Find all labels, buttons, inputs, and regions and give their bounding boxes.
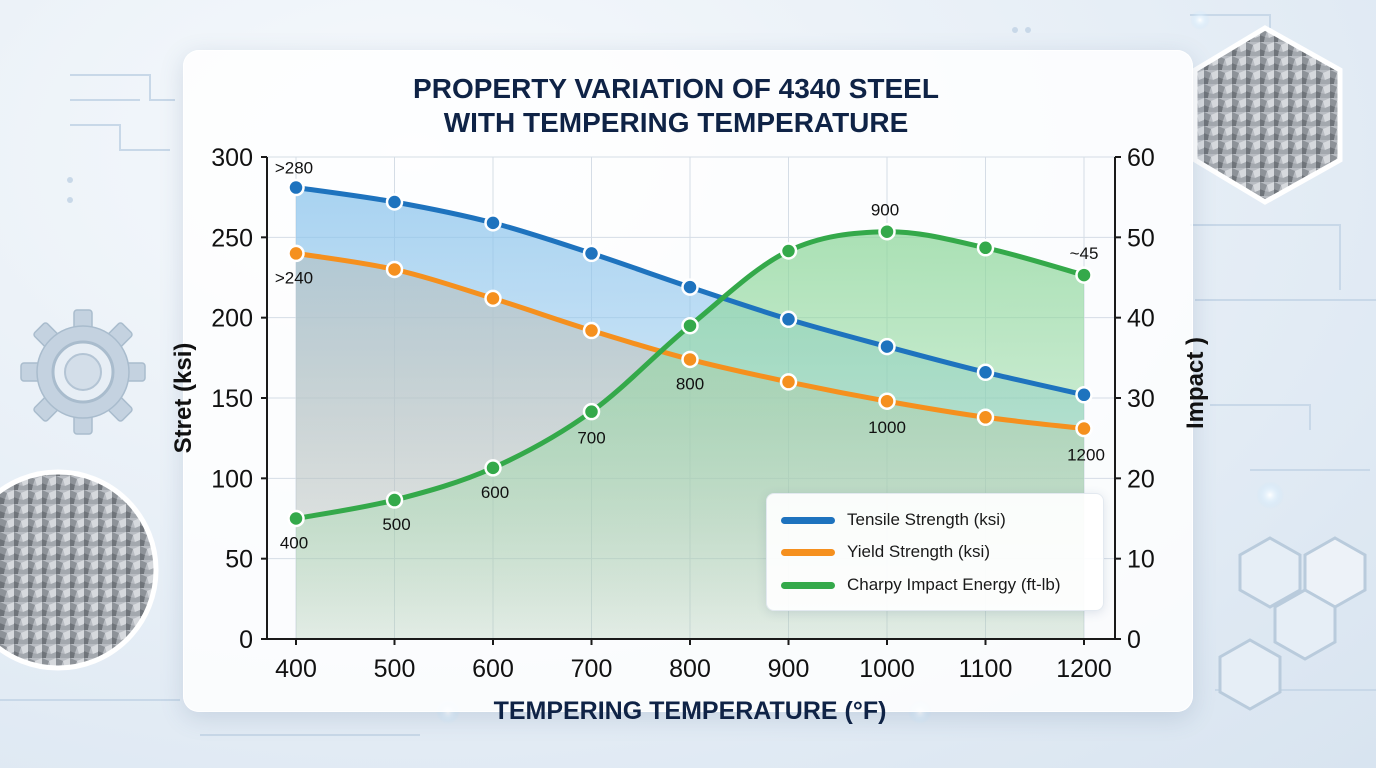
x-tick-label: 700 [571, 655, 613, 683]
data-label: >240 [275, 268, 313, 287]
y-tick-label-left: 50 [225, 546, 253, 574]
x-tick-label: 900 [768, 655, 810, 683]
microstructure-hexagon-image [1192, 25, 1343, 205]
data-point-series-0 [582, 244, 601, 263]
data-label: 700 [577, 429, 605, 448]
y-tick-label-left: 250 [211, 224, 253, 252]
data-label: 1000 [868, 418, 906, 437]
data-point-series-1 [582, 321, 601, 340]
data-point-series-2 [287, 509, 305, 528]
data-point-series-2 [582, 402, 601, 421]
data-point-series-1 [779, 373, 798, 391]
y-tick-label-right: 50 [1127, 224, 1155, 252]
data-point-series-1 [484, 289, 502, 308]
legend-label-charpy: Charpy Impact Energy (ft-lb) [847, 575, 1061, 594]
legend-swatch-yield [781, 548, 835, 556]
data-point-series-0 [779, 310, 798, 329]
data-point-series-0 [681, 278, 699, 296]
data-point-series-2 [878, 222, 896, 241]
data-label: 1200 [1067, 446, 1105, 465]
x-tick-label: 800 [669, 655, 711, 683]
data-label: 500 [382, 515, 410, 534]
y-tick-label-right: 40 [1127, 305, 1155, 333]
data-point-series-0 [287, 178, 305, 197]
x-tick-label: 400 [275, 655, 317, 683]
x-axis-title: TEMPERING TEMPERATURE (°F) [494, 697, 887, 725]
data-point-series-2 [484, 459, 502, 477]
data-label: ~45 [1070, 244, 1099, 263]
y-tick-label-right: 10 [1127, 546, 1155, 574]
y-tick-label-right: 20 [1127, 465, 1155, 493]
data-point-series-1 [878, 392, 896, 410]
data-point-series-2 [681, 316, 699, 335]
data-point-series-1 [1075, 419, 1093, 438]
x-tick-label: 1200 [1056, 655, 1112, 683]
legend-label-tensile: Tensile Strength (ksi) [847, 510, 1006, 529]
legend-label-yield: Yield Strength (ksi) [847, 542, 990, 561]
legend-item-tensile: Tensile Strength (ksi) [781, 508, 1006, 532]
y-tick-label-left: 150 [211, 385, 253, 413]
chart-legend: Tensile Strength (ksi) Yield Strength (k… [766, 493, 1104, 611]
y-tick-label-right: 60 [1127, 144, 1155, 172]
y-tick-label-left: 300 [211, 144, 253, 172]
x-tick-label: 1100 [959, 655, 1013, 683]
x-tick-label: 600 [472, 655, 514, 683]
y-axis-title-right: Impact ) [1182, 337, 1209, 429]
hexagon-decorations [1218, 536, 1367, 711]
data-label: 400 [280, 534, 308, 553]
x-tick-label: 1000 [859, 655, 915, 683]
x-tick-label: 500 [374, 655, 416, 683]
circuit-lines [0, 14, 1376, 736]
y-tick-label-left: 100 [211, 465, 253, 493]
data-point-series-0 [385, 193, 404, 211]
microstructure-circle-image [0, 469, 159, 671]
data-point-series-2 [385, 491, 404, 509]
y-tick-label-left: 0 [239, 626, 253, 654]
data-label: >280 [275, 159, 313, 178]
legend-swatch-charpy [781, 581, 835, 589]
legend-swatch-tensile [781, 516, 835, 524]
data-label: 900 [871, 201, 899, 220]
y-tick-label-left: 200 [211, 305, 253, 333]
data-point-series-0 [976, 363, 995, 382]
data-point-series-1 [976, 408, 995, 427]
chart-title-line-2: WITH TEMPERING TEMPERATURE [444, 107, 909, 138]
data-point-series-0 [1075, 386, 1093, 404]
data-point-series-1 [385, 260, 404, 279]
data-point-series-1 [681, 350, 699, 369]
chart-title-line-1: PROPERTY VARIATION OF 4340 STEEL [413, 73, 939, 104]
y-tick-label-right: 30 [1127, 385, 1155, 413]
data-point-series-2 [1075, 266, 1093, 284]
legend-item-yield: Yield Strength (ksi) [781, 540, 990, 564]
legend-item-charpy: Charpy Impact Energy (ft-lb) [781, 573, 1061, 597]
data-label: 800 [676, 374, 704, 393]
data-point-series-0 [484, 214, 502, 232]
data-point-series-2 [779, 242, 798, 260]
data-point-series-0 [878, 337, 896, 356]
gear-icon [20, 309, 146, 435]
y-tick-label-right: 0 [1127, 626, 1141, 654]
data-point-series-2 [976, 239, 995, 257]
data-label: 600 [481, 483, 509, 502]
y-axis-title-left: Stret (ksi) [170, 343, 197, 454]
data-point-series-1 [287, 244, 305, 263]
